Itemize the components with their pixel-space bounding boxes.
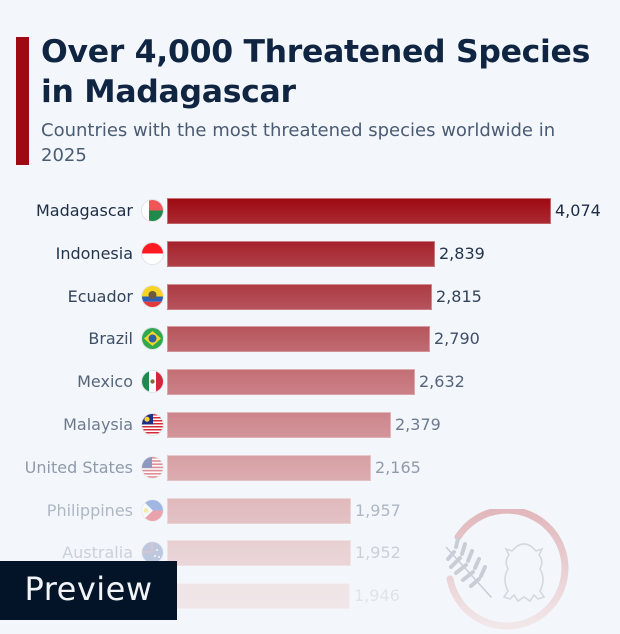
bar [167, 198, 551, 224]
bar [167, 326, 430, 352]
value-label: 1,952 [355, 543, 401, 562]
frog-leaf-watermark-icon [446, 509, 569, 630]
preview-badge: Preview [0, 561, 177, 620]
country-label: Australia [62, 543, 133, 562]
mexico-flag-icon [142, 371, 163, 392]
chart-title: Over 4,000 Threatened Species in Madagas… [41, 34, 591, 110]
bar [167, 412, 391, 438]
bar-chart: Madagascar 4,074 Indonesia 2,839 Ecuador 2,81… [0, 198, 620, 609]
country-label: Malaysia [63, 415, 133, 434]
bar [167, 498, 351, 524]
country-label: Indonesia [55, 244, 133, 263]
value-label: 2,165 [375, 458, 421, 477]
value-label: 2,790 [434, 329, 480, 348]
malaysia-flag-icon [142, 414, 163, 435]
value-label: 1,946 [354, 586, 400, 605]
value-label: 2,379 [395, 415, 441, 434]
bar-row: Indonesia 2,839 [0, 241, 620, 267]
bar-row: Madagascar 4,074 [0, 198, 620, 224]
bar [167, 241, 435, 267]
value-label: 2,815 [436, 287, 482, 306]
value-label: 2,632 [419, 372, 465, 391]
australia-flag-icon [142, 542, 163, 563]
bar [167, 583, 350, 609]
bar-row: Malaysia 2,379 [0, 412, 620, 438]
country-label: United States [24, 458, 133, 477]
bar-row: Brazil 2,790 [0, 326, 620, 352]
bar-row: Australia 1,952 [0, 540, 620, 566]
value-label: 1,957 [355, 501, 401, 520]
indonesia-flag-icon [142, 243, 163, 264]
title-accent-bar [16, 37, 29, 165]
bar-row: Ecuador 2,815 [0, 284, 620, 310]
bar-row: Mexico 2,632 [0, 369, 620, 395]
bar [167, 369, 415, 395]
bar-row: Philippines 1,957 [0, 498, 620, 524]
ecuador-flag-icon [142, 286, 163, 307]
value-label: 4,074 [555, 201, 601, 220]
bar [167, 284, 432, 310]
country-label: Philippines [46, 501, 133, 520]
bar-row: United States 2,165 [0, 455, 620, 481]
value-label: 2,839 [439, 244, 485, 263]
country-label: Ecuador [67, 287, 133, 306]
country-label: Mexico [77, 372, 133, 391]
country-label: Madagascar [35, 201, 133, 220]
madagascar-flag-icon [142, 200, 163, 221]
bar [167, 455, 371, 481]
bar [167, 540, 351, 566]
philippines-flag-icon [142, 500, 163, 521]
united-states-flag-icon [142, 457, 163, 478]
bar-row: 1,946 [0, 583, 620, 609]
brazil-flag-icon [142, 328, 163, 349]
chart-subtitle: Countries with the most threatened speci… [41, 120, 556, 166]
country-label: Brazil [88, 329, 133, 348]
